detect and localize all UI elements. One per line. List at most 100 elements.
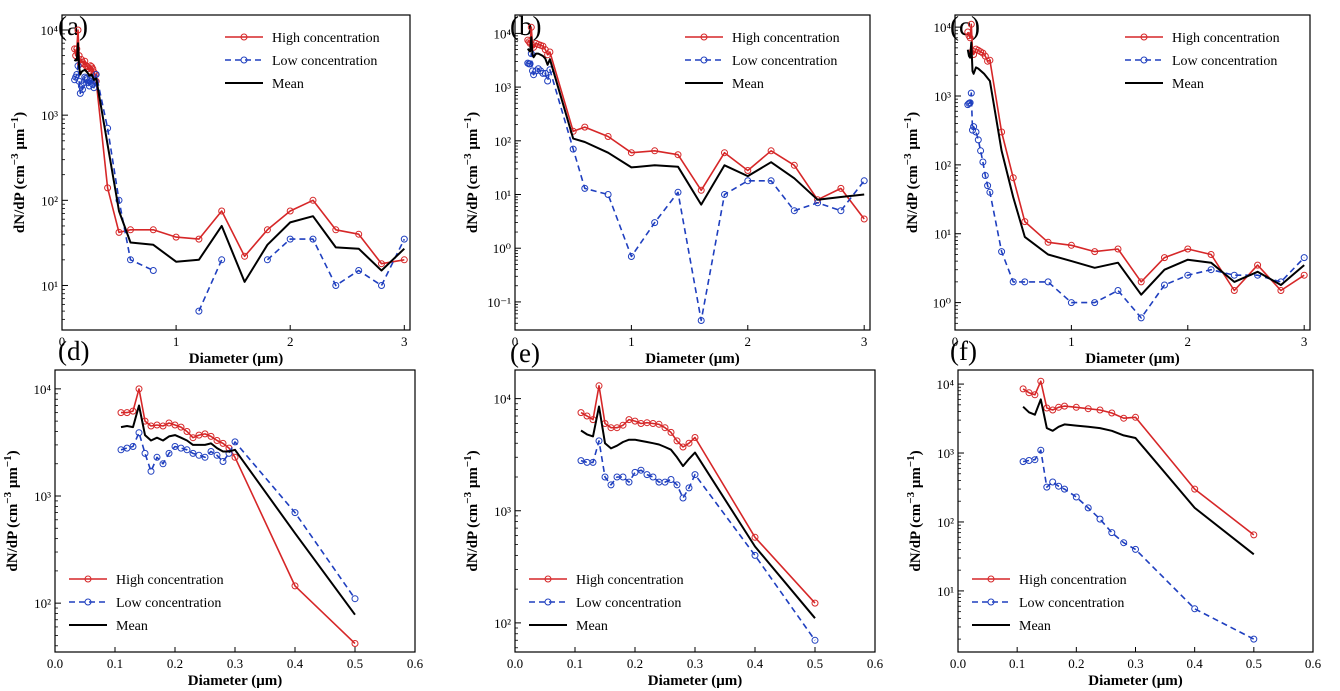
chart-panel-e: (e) 0.0 0.1 0.2 0.3 0.4 0.5 0.6 10² 10³ 10⁴ Diamete… [462,338,884,689]
data-point-high [581,123,589,131]
data-point-low [159,460,167,468]
legend-label-low: Low concentration [272,54,377,69]
data-point-low [1067,299,1075,307]
x-axis-label: Diameter (μm) [645,351,739,367]
y-axis-label-exp: −1 [902,117,914,129]
x-tick-label: 0 [952,334,959,349]
data-point-low [637,466,645,474]
data-point-high [655,420,663,428]
data-point-high [604,133,612,140]
x-tick-label: 1 [1068,334,1075,349]
data-point-high [1049,406,1057,414]
series-line-mean [580,405,816,619]
data-point-high [1250,531,1258,539]
data-point-high [309,196,317,204]
y-axis-label-exp: −1 [2,455,14,467]
data-point-low [1021,278,1029,286]
data-point-low [619,473,627,481]
y-axis-label-part: ) [465,450,481,455]
legend-label-low: Low concentration [1019,596,1124,611]
y-axis-label-part: ) [905,112,921,117]
x-tick-label: 3 [1301,334,1308,349]
legend: High concentration Low concentration Mean [225,31,380,92]
x-axis-label: Diameter (μm) [189,351,283,367]
series-group [964,20,1308,322]
data-point-high [1044,238,1052,246]
data-point-high [241,252,249,260]
y-axis-label: dN/dP (cm−3 μm−1) [905,450,924,571]
data-point-low [589,458,597,466]
data-point-low [309,235,317,243]
x-tick-label: 0.3 [227,656,243,671]
data-point-high [627,149,635,157]
data-point-high [667,428,675,436]
data-point-low [979,158,987,166]
data-point-low [1043,483,1051,491]
y-axis-label-exp: −1 [462,117,474,129]
data-point-low [534,65,542,73]
data-point-low [526,60,534,68]
series-line-low [73,65,406,312]
x-tick-label: 0.4 [747,656,764,671]
data-point-low [1250,635,1258,643]
data-point-high [172,233,180,241]
y-axis-label-exp: −1 [905,455,917,467]
data-point-high [583,412,591,420]
data-point-high [1277,287,1285,294]
legend-marker-high [84,575,92,583]
x-tick-label: 0.4 [1187,656,1204,671]
legend-marker-high [987,575,995,583]
data-point-high [1184,245,1192,253]
legend-marker-low [1140,56,1148,64]
data-point-low [219,458,227,465]
data-point-high [546,48,554,56]
data-point-low [530,71,538,79]
legend-label-low: Low concentration [732,54,837,69]
legend-marker-low [84,598,92,606]
y-tick-label: 10² [41,193,58,208]
data-point-low [1044,278,1052,286]
x-tick-label: 2 [1185,334,1192,349]
data-point-high [286,207,294,215]
series-line-mean [120,404,356,616]
data-point-low [153,453,161,461]
data-point-high [213,437,221,444]
data-point-low [625,478,633,486]
data-point-low [744,177,752,185]
data-point-high [1067,241,1075,249]
legend-marker-low [700,56,708,64]
series-line-high [121,388,356,645]
data-point-high [1037,377,1045,385]
data-point-low [183,446,191,454]
data-point-high [177,423,185,431]
panel-label: (b) [510,11,541,41]
data-point-low [965,99,973,107]
data-point-low [1137,314,1145,322]
legend-label-high: High concentration [576,573,684,588]
data-point-low [115,196,123,204]
data-point-high [964,28,972,36]
y-axis-label-part: ) [5,450,21,455]
y-tick-label: 10¹ [934,227,951,242]
y-axis-label-exp: −3 [9,153,21,165]
x-tick-label: 3 [861,334,868,349]
y-tick-label: 10⁴ [933,20,951,35]
data-point-high [631,417,639,425]
x-tick-label: 0.3 [1127,656,1143,671]
data-point-high [697,186,705,194]
data-point-high [1096,406,1104,414]
legend: High concentration Low concentration Mean [972,573,1127,634]
data-point-low [1191,605,1199,613]
legend-label-high: High concentration [732,31,840,46]
data-point-high [129,407,137,415]
data-point-low [1055,482,1063,490]
data-point-low [76,89,84,97]
data-point-high [1009,174,1017,182]
x-tick-label: 2 [287,334,294,349]
series-line-low [580,440,816,641]
y-tick-label: 10² [934,158,951,173]
data-point-high [527,23,535,31]
data-point-low [685,484,693,492]
data-point-low [231,438,239,446]
data-point-high [400,256,408,264]
